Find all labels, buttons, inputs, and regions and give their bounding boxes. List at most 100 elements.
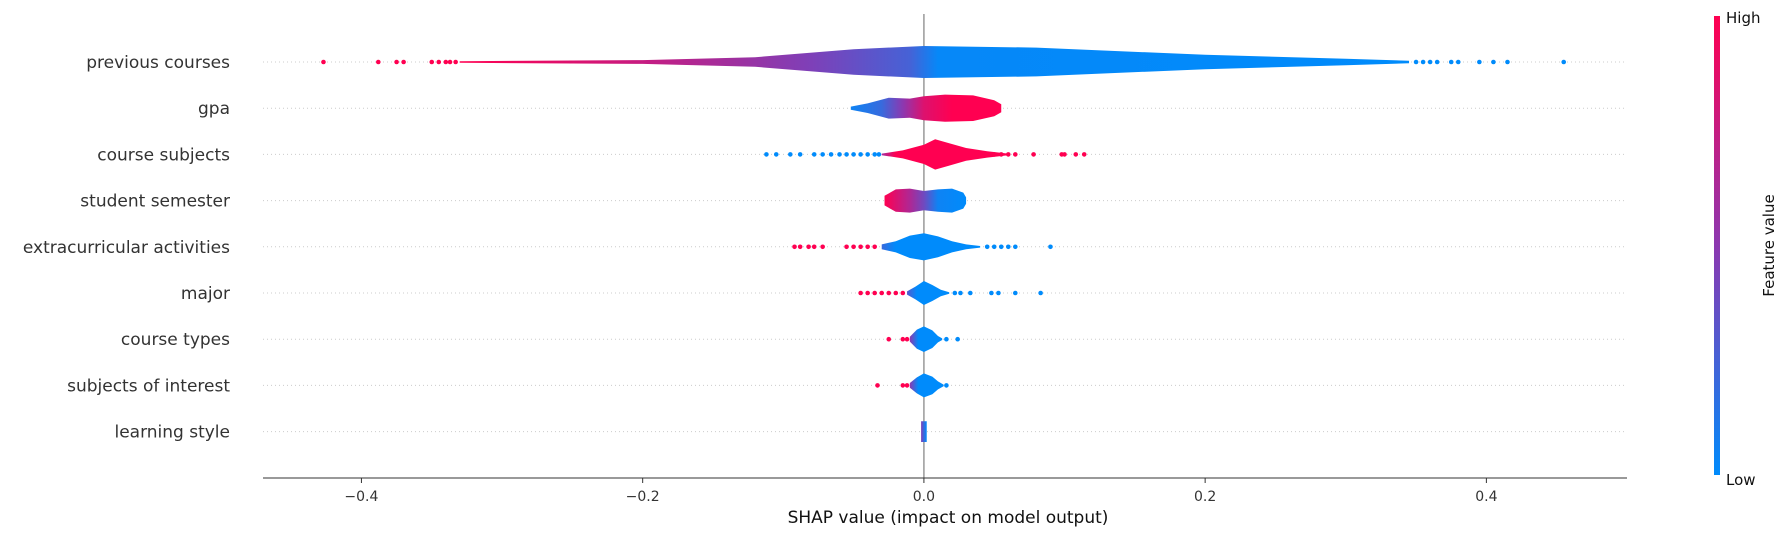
data-point [886, 336, 892, 342]
data-point [453, 59, 458, 65]
data-point [1427, 59, 1433, 65]
data-point [865, 152, 870, 157]
data-point [876, 152, 882, 157]
x-axis-title: SHAP value (impact on model output) [788, 508, 1109, 528]
data-point [828, 152, 834, 157]
feature-label: major [181, 284, 230, 304]
x-tick-label: 0.0 [913, 489, 935, 505]
colorbar-gradient [1714, 16, 1720, 475]
data-point [858, 244, 863, 250]
violin-shape [881, 139, 1009, 170]
data-point [1561, 59, 1567, 65]
data-point [797, 152, 803, 157]
x-axis: −0.4 −0.2 0.0 0.2 0.4 [263, 477, 1627, 505]
data-point [1491, 59, 1496, 65]
data-point [968, 290, 973, 296]
data-point [797, 244, 803, 250]
data-point [851, 152, 856, 157]
data-point [900, 290, 906, 296]
data-point [429, 59, 435, 65]
outlier-points [321, 59, 1567, 388]
data-point [1413, 59, 1419, 65]
data-point [872, 290, 877, 296]
data-point [764, 152, 769, 157]
data-point [989, 290, 994, 296]
data-point [1505, 59, 1510, 65]
feature-label: previous courses [86, 53, 230, 73]
data-point [893, 290, 899, 296]
data-point [865, 290, 870, 296]
data-point [447, 59, 453, 65]
data-point [958, 290, 963, 296]
data-point [1081, 152, 1087, 157]
violins [459, 46, 1410, 442]
data-point [900, 336, 906, 342]
data-point [1013, 244, 1018, 250]
data-point [1434, 59, 1440, 65]
feature-labels: previous courses gpa course subjects studen… [23, 53, 230, 443]
x-tick-label: 0.2 [1194, 489, 1216, 505]
feature-label: student semester [80, 192, 230, 212]
data-point [991, 244, 997, 250]
data-point [1420, 59, 1426, 65]
data-point [436, 59, 442, 65]
data-point [844, 152, 849, 157]
data-point [904, 336, 910, 342]
data-point [837, 152, 842, 157]
data-point [872, 152, 877, 157]
data-point [944, 383, 949, 388]
data-point [443, 59, 449, 65]
data-point [886, 290, 892, 296]
colorbar-low-label: Low [1726, 471, 1756, 489]
data-point [1448, 59, 1454, 65]
data-point [1013, 290, 1018, 296]
colorbar: High Low Feature value [1714, 9, 1778, 489]
x-tick-label: −0.4 [344, 489, 378, 505]
data-point [875, 383, 880, 388]
data-point [1477, 59, 1482, 65]
data-point [820, 152, 825, 157]
data-point [998, 152, 1004, 157]
data-point [1013, 152, 1018, 157]
colorbar-title: Feature value [1760, 194, 1778, 296]
data-point [900, 383, 906, 388]
violin-shape [881, 233, 981, 261]
data-point [1005, 244, 1011, 250]
violin-shape [850, 94, 1002, 122]
feature-label: subjects of interest [67, 376, 230, 396]
data-point [998, 244, 1004, 250]
data-point [806, 244, 811, 250]
data-point [1038, 290, 1043, 296]
data-point [952, 290, 958, 296]
data-point [858, 152, 863, 157]
data-point [1048, 244, 1053, 250]
data-point [944, 336, 949, 342]
data-point [851, 244, 856, 250]
data-point [401, 59, 406, 65]
feature-label: learning style [114, 423, 230, 443]
data-point [844, 244, 849, 250]
data-point [321, 59, 326, 65]
data-point [788, 152, 793, 157]
data-point [1455, 59, 1461, 65]
violin-shape [907, 281, 950, 305]
feature-label: course subjects [97, 145, 230, 165]
violin-shape [459, 46, 1410, 78]
feature-label: gpa [198, 99, 230, 119]
x-tick-label: −0.2 [626, 489, 660, 505]
data-point [773, 152, 779, 157]
data-point [1005, 152, 1011, 157]
data-point [792, 244, 797, 250]
data-point [858, 290, 863, 296]
data-point [820, 244, 825, 250]
data-point [1073, 152, 1079, 157]
data-point [1031, 152, 1036, 157]
violin-shape [909, 326, 943, 352]
data-point [394, 59, 399, 65]
data-point [955, 336, 960, 342]
violin-shape [884, 188, 967, 213]
feature-label: course types [121, 330, 230, 350]
violin-shape [909, 373, 944, 398]
data-point [376, 59, 381, 65]
